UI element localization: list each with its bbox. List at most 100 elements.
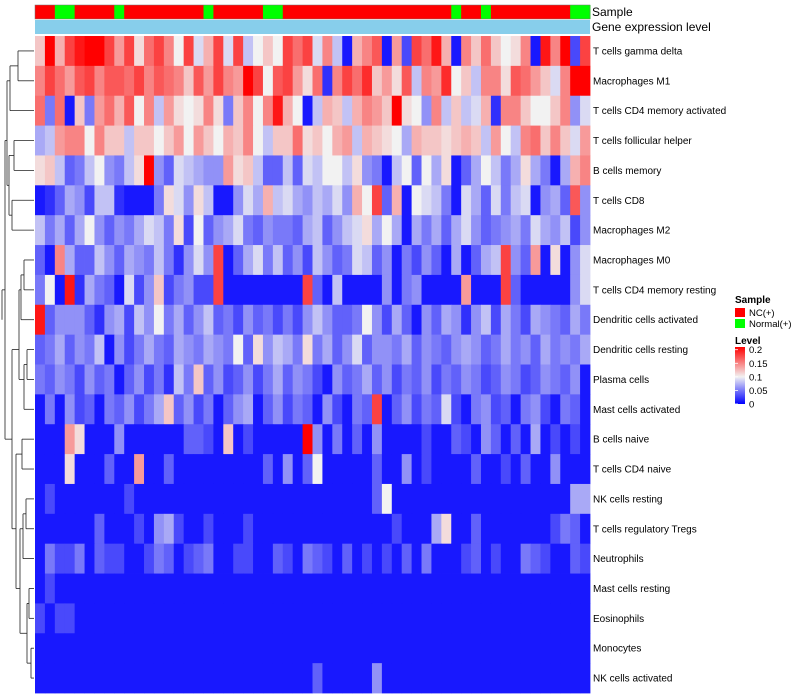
heatmap-cell xyxy=(560,394,571,425)
heatmap-cell xyxy=(490,603,502,634)
heatmap-cell xyxy=(213,573,224,604)
heatmap-cell xyxy=(530,36,541,67)
heatmap-cell xyxy=(560,454,571,485)
heatmap-cell xyxy=(500,633,512,664)
heatmap-cell xyxy=(401,424,413,455)
heatmap-cell xyxy=(480,454,492,485)
heatmap-cell xyxy=(312,65,323,97)
heatmap-cell xyxy=(64,424,76,455)
heatmap-cell xyxy=(233,573,244,604)
heatmap-cell xyxy=(35,394,46,425)
heatmap-cell xyxy=(550,543,561,574)
heatmap-cell xyxy=(332,185,343,216)
heatmap-cell xyxy=(421,185,432,216)
heatmap-cell xyxy=(560,304,571,336)
heatmap-cell xyxy=(134,483,145,515)
heatmap-cell xyxy=(480,603,492,634)
heatmap-cell xyxy=(153,125,165,156)
heatmap-cell xyxy=(411,274,422,306)
heatmap-cell xyxy=(54,483,66,515)
heatmap-cell xyxy=(570,603,581,634)
heatmap-cell xyxy=(381,543,393,574)
heatmap-cell xyxy=(134,155,145,186)
heatmap-cell xyxy=(570,334,581,365)
heatmap-cell xyxy=(243,155,254,186)
heatmap-cell xyxy=(461,185,472,216)
heatmap-cell xyxy=(144,95,155,126)
heatmap-cell xyxy=(401,454,413,485)
heatmap-cell xyxy=(253,633,264,664)
heatmap-cell xyxy=(401,543,413,574)
heatmap-cell xyxy=(223,155,234,186)
heatmap-cell xyxy=(272,663,284,694)
heatmap-cell xyxy=(362,663,373,694)
heatmap-cell xyxy=(134,633,145,664)
heatmap-cell xyxy=(302,483,313,515)
heatmap-cell xyxy=(35,364,46,395)
heatmap-cell xyxy=(520,36,531,67)
heatmap-cell xyxy=(114,36,125,67)
heatmap-cell xyxy=(203,424,214,455)
heatmap-cell xyxy=(74,185,85,216)
heatmap-cell xyxy=(441,573,452,604)
heatmap-cell xyxy=(183,573,194,604)
heatmap-cell xyxy=(153,274,165,306)
heatmap-cell xyxy=(560,513,571,545)
heatmap-cell xyxy=(441,155,452,186)
heatmap-cell xyxy=(223,394,234,425)
heatmap-cell xyxy=(391,95,403,126)
heatmap-cell xyxy=(64,334,76,365)
heatmap-cell xyxy=(381,364,393,395)
heatmap-cell xyxy=(213,454,224,485)
heatmap-cell xyxy=(540,36,551,67)
heatmap-cell xyxy=(322,573,333,604)
sample-annotation-cell xyxy=(431,5,442,19)
heatmap-cell xyxy=(471,454,482,485)
heatmap-cell xyxy=(381,125,393,156)
heatmap-cell xyxy=(253,573,264,604)
heatmap-cell xyxy=(570,483,581,515)
heatmap-cell xyxy=(272,573,284,604)
heatmap-cell xyxy=(312,334,323,365)
heatmap-cell xyxy=(223,304,234,336)
heatmap-cell xyxy=(302,633,313,664)
heatmap-cell xyxy=(461,65,472,97)
heatmap-cell xyxy=(44,454,56,485)
heatmap-cell xyxy=(64,245,76,276)
heatmap-cell xyxy=(342,633,353,664)
heatmap-cell xyxy=(480,155,492,186)
heatmap-cell xyxy=(520,513,531,545)
heatmap-cell xyxy=(153,245,165,276)
heatmap-cell xyxy=(451,274,462,306)
heatmap-cell xyxy=(203,663,214,694)
heatmap-cell xyxy=(74,304,85,336)
heatmap-cell xyxy=(233,454,244,485)
heatmap-cell xyxy=(490,543,502,574)
heatmap-cell xyxy=(213,663,224,694)
heatmap-cell xyxy=(44,95,56,126)
heatmap-cell xyxy=(312,394,323,425)
heatmap-cell xyxy=(163,663,175,694)
heatmap-cell xyxy=(272,633,284,664)
heatmap-cell xyxy=(530,394,541,425)
heatmap-cell xyxy=(451,155,462,186)
heatmap-cell xyxy=(124,95,135,126)
heatmap-cell xyxy=(371,274,383,306)
heatmap-cell xyxy=(421,274,432,306)
heatmap-cell xyxy=(471,394,482,425)
heatmap-cell xyxy=(520,663,531,694)
heatmap-cell xyxy=(441,633,452,664)
heatmap-cell xyxy=(421,334,432,365)
heatmap-cell xyxy=(431,513,442,545)
heatmap-cell xyxy=(272,95,284,126)
heatmap-cell xyxy=(233,364,244,395)
heatmap-cell xyxy=(74,573,85,604)
heatmap-cell xyxy=(570,155,581,186)
heatmap-cell xyxy=(480,36,492,67)
heatmap-cell xyxy=(391,334,403,365)
heatmap-cell xyxy=(352,543,363,574)
heatmap-cell xyxy=(451,304,462,336)
heatmap-cell xyxy=(94,603,105,634)
heatmap-cell xyxy=(253,36,264,67)
heatmap-cell xyxy=(124,513,135,545)
